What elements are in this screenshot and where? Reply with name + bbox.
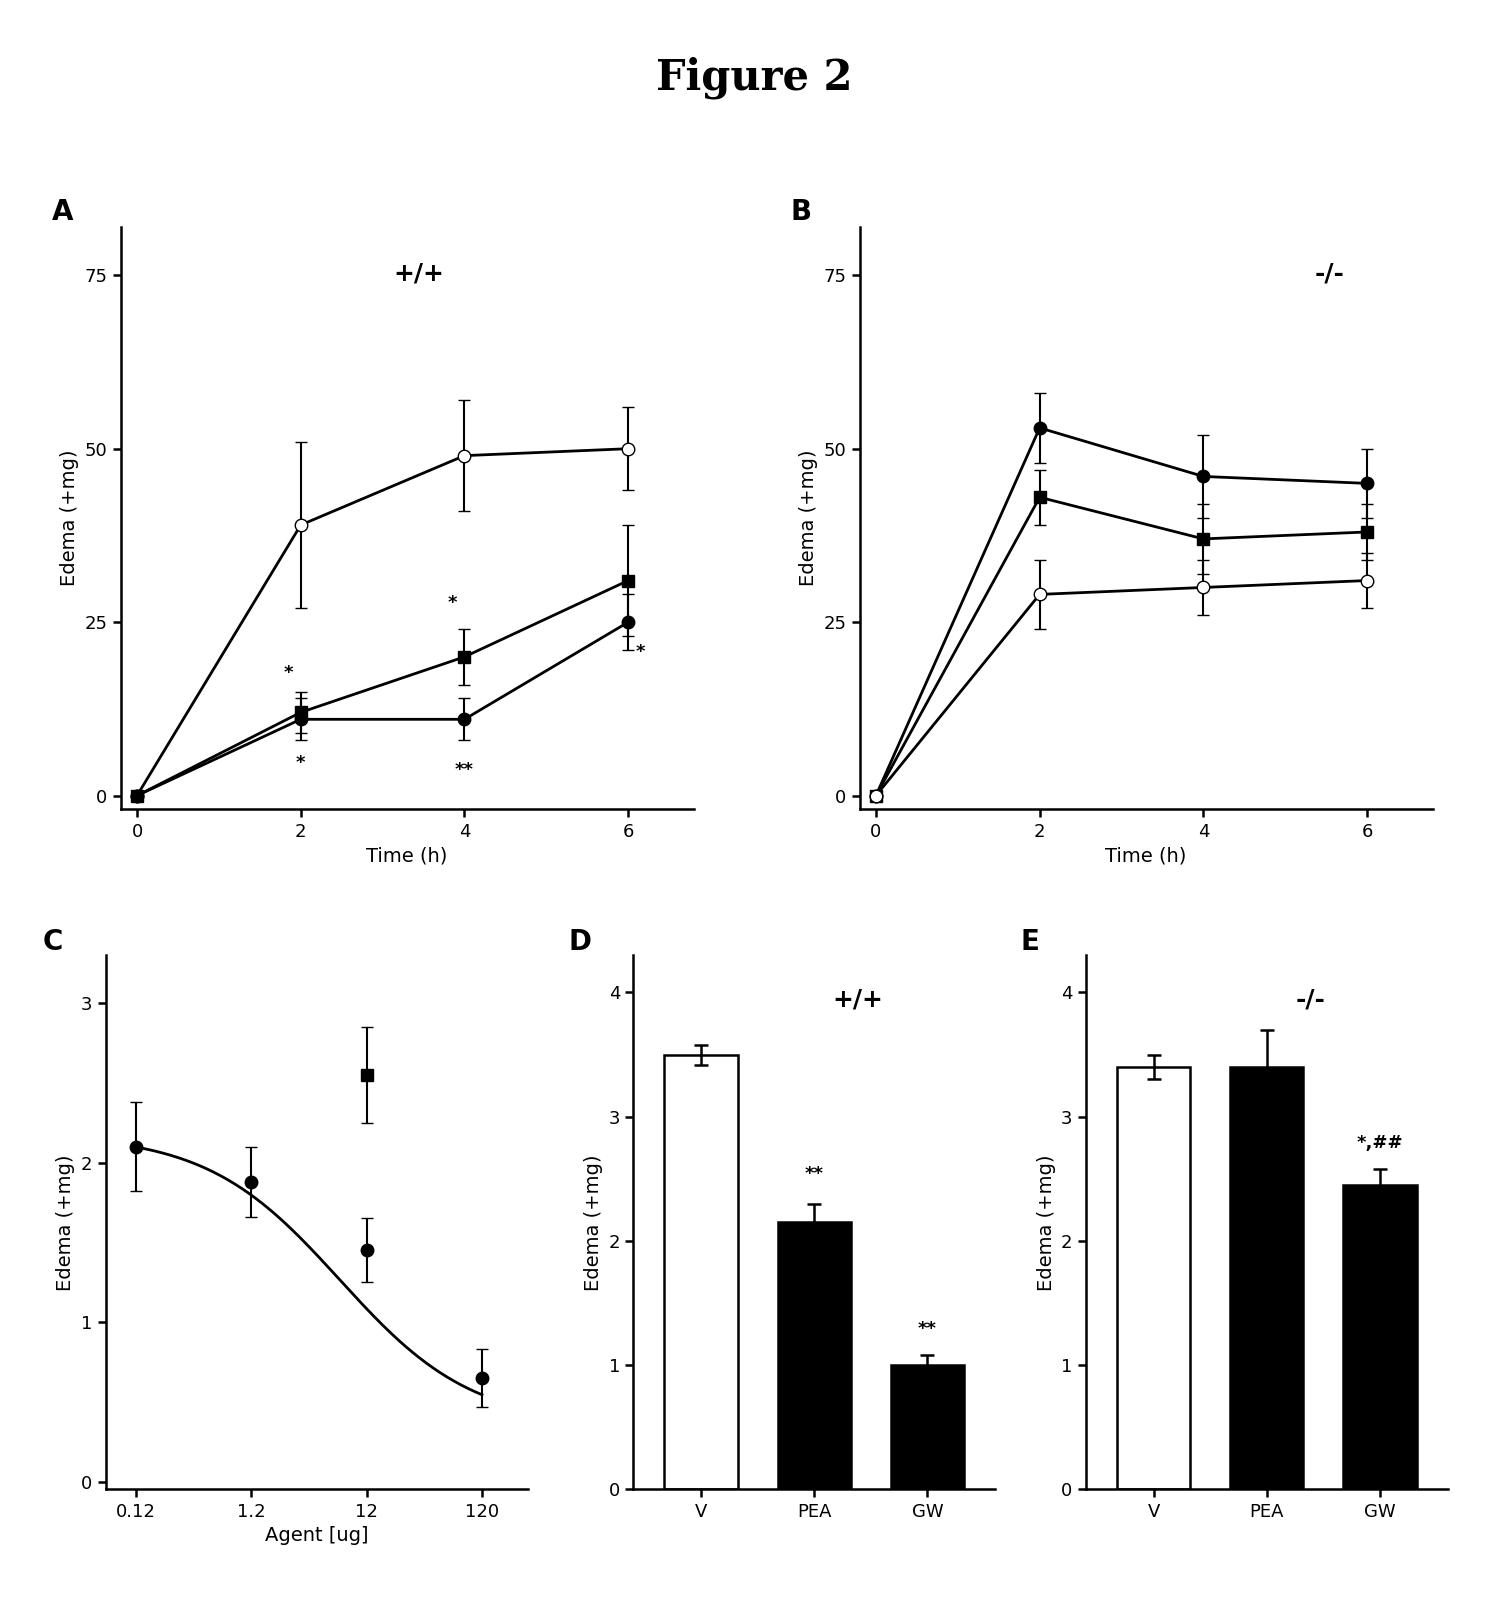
Bar bbox=[1344, 1185, 1416, 1489]
Text: *: * bbox=[636, 643, 645, 661]
Y-axis label: Edema (+mg): Edema (+mg) bbox=[60, 450, 78, 586]
Text: -/-: -/- bbox=[1315, 262, 1345, 285]
Y-axis label: Edema (+mg): Edema (+mg) bbox=[799, 450, 817, 586]
Y-axis label: Edema (+mg): Edema (+mg) bbox=[584, 1154, 603, 1290]
Bar bbox=[891, 1365, 964, 1489]
Text: D: D bbox=[569, 928, 591, 957]
Text: +/+: +/+ bbox=[394, 262, 443, 285]
Text: *: * bbox=[284, 664, 293, 682]
Text: Figure 2: Figure 2 bbox=[656, 57, 852, 99]
Text: -/-: -/- bbox=[1295, 988, 1326, 1012]
Text: B: B bbox=[790, 198, 811, 225]
Y-axis label: Edema (+mg): Edema (+mg) bbox=[1036, 1154, 1056, 1290]
Text: *: * bbox=[448, 594, 457, 612]
Text: **: ** bbox=[805, 1164, 823, 1183]
Text: A: A bbox=[51, 198, 74, 225]
X-axis label: Time (h): Time (h) bbox=[366, 847, 448, 865]
Bar bbox=[665, 1054, 737, 1489]
Text: **: ** bbox=[455, 761, 474, 779]
X-axis label: Agent [ug]: Agent [ug] bbox=[265, 1527, 368, 1545]
Bar bbox=[1231, 1067, 1303, 1489]
Text: C: C bbox=[42, 928, 63, 957]
Text: *,##: *,## bbox=[1357, 1133, 1402, 1151]
Text: +/+: +/+ bbox=[832, 988, 884, 1012]
Y-axis label: Edema (+mg): Edema (+mg) bbox=[56, 1154, 75, 1290]
Text: E: E bbox=[1021, 928, 1039, 957]
Bar bbox=[778, 1222, 851, 1489]
Text: **: ** bbox=[918, 1319, 936, 1339]
Bar bbox=[1117, 1067, 1190, 1489]
X-axis label: Time (h): Time (h) bbox=[1105, 847, 1187, 865]
Text: *: * bbox=[296, 754, 306, 772]
